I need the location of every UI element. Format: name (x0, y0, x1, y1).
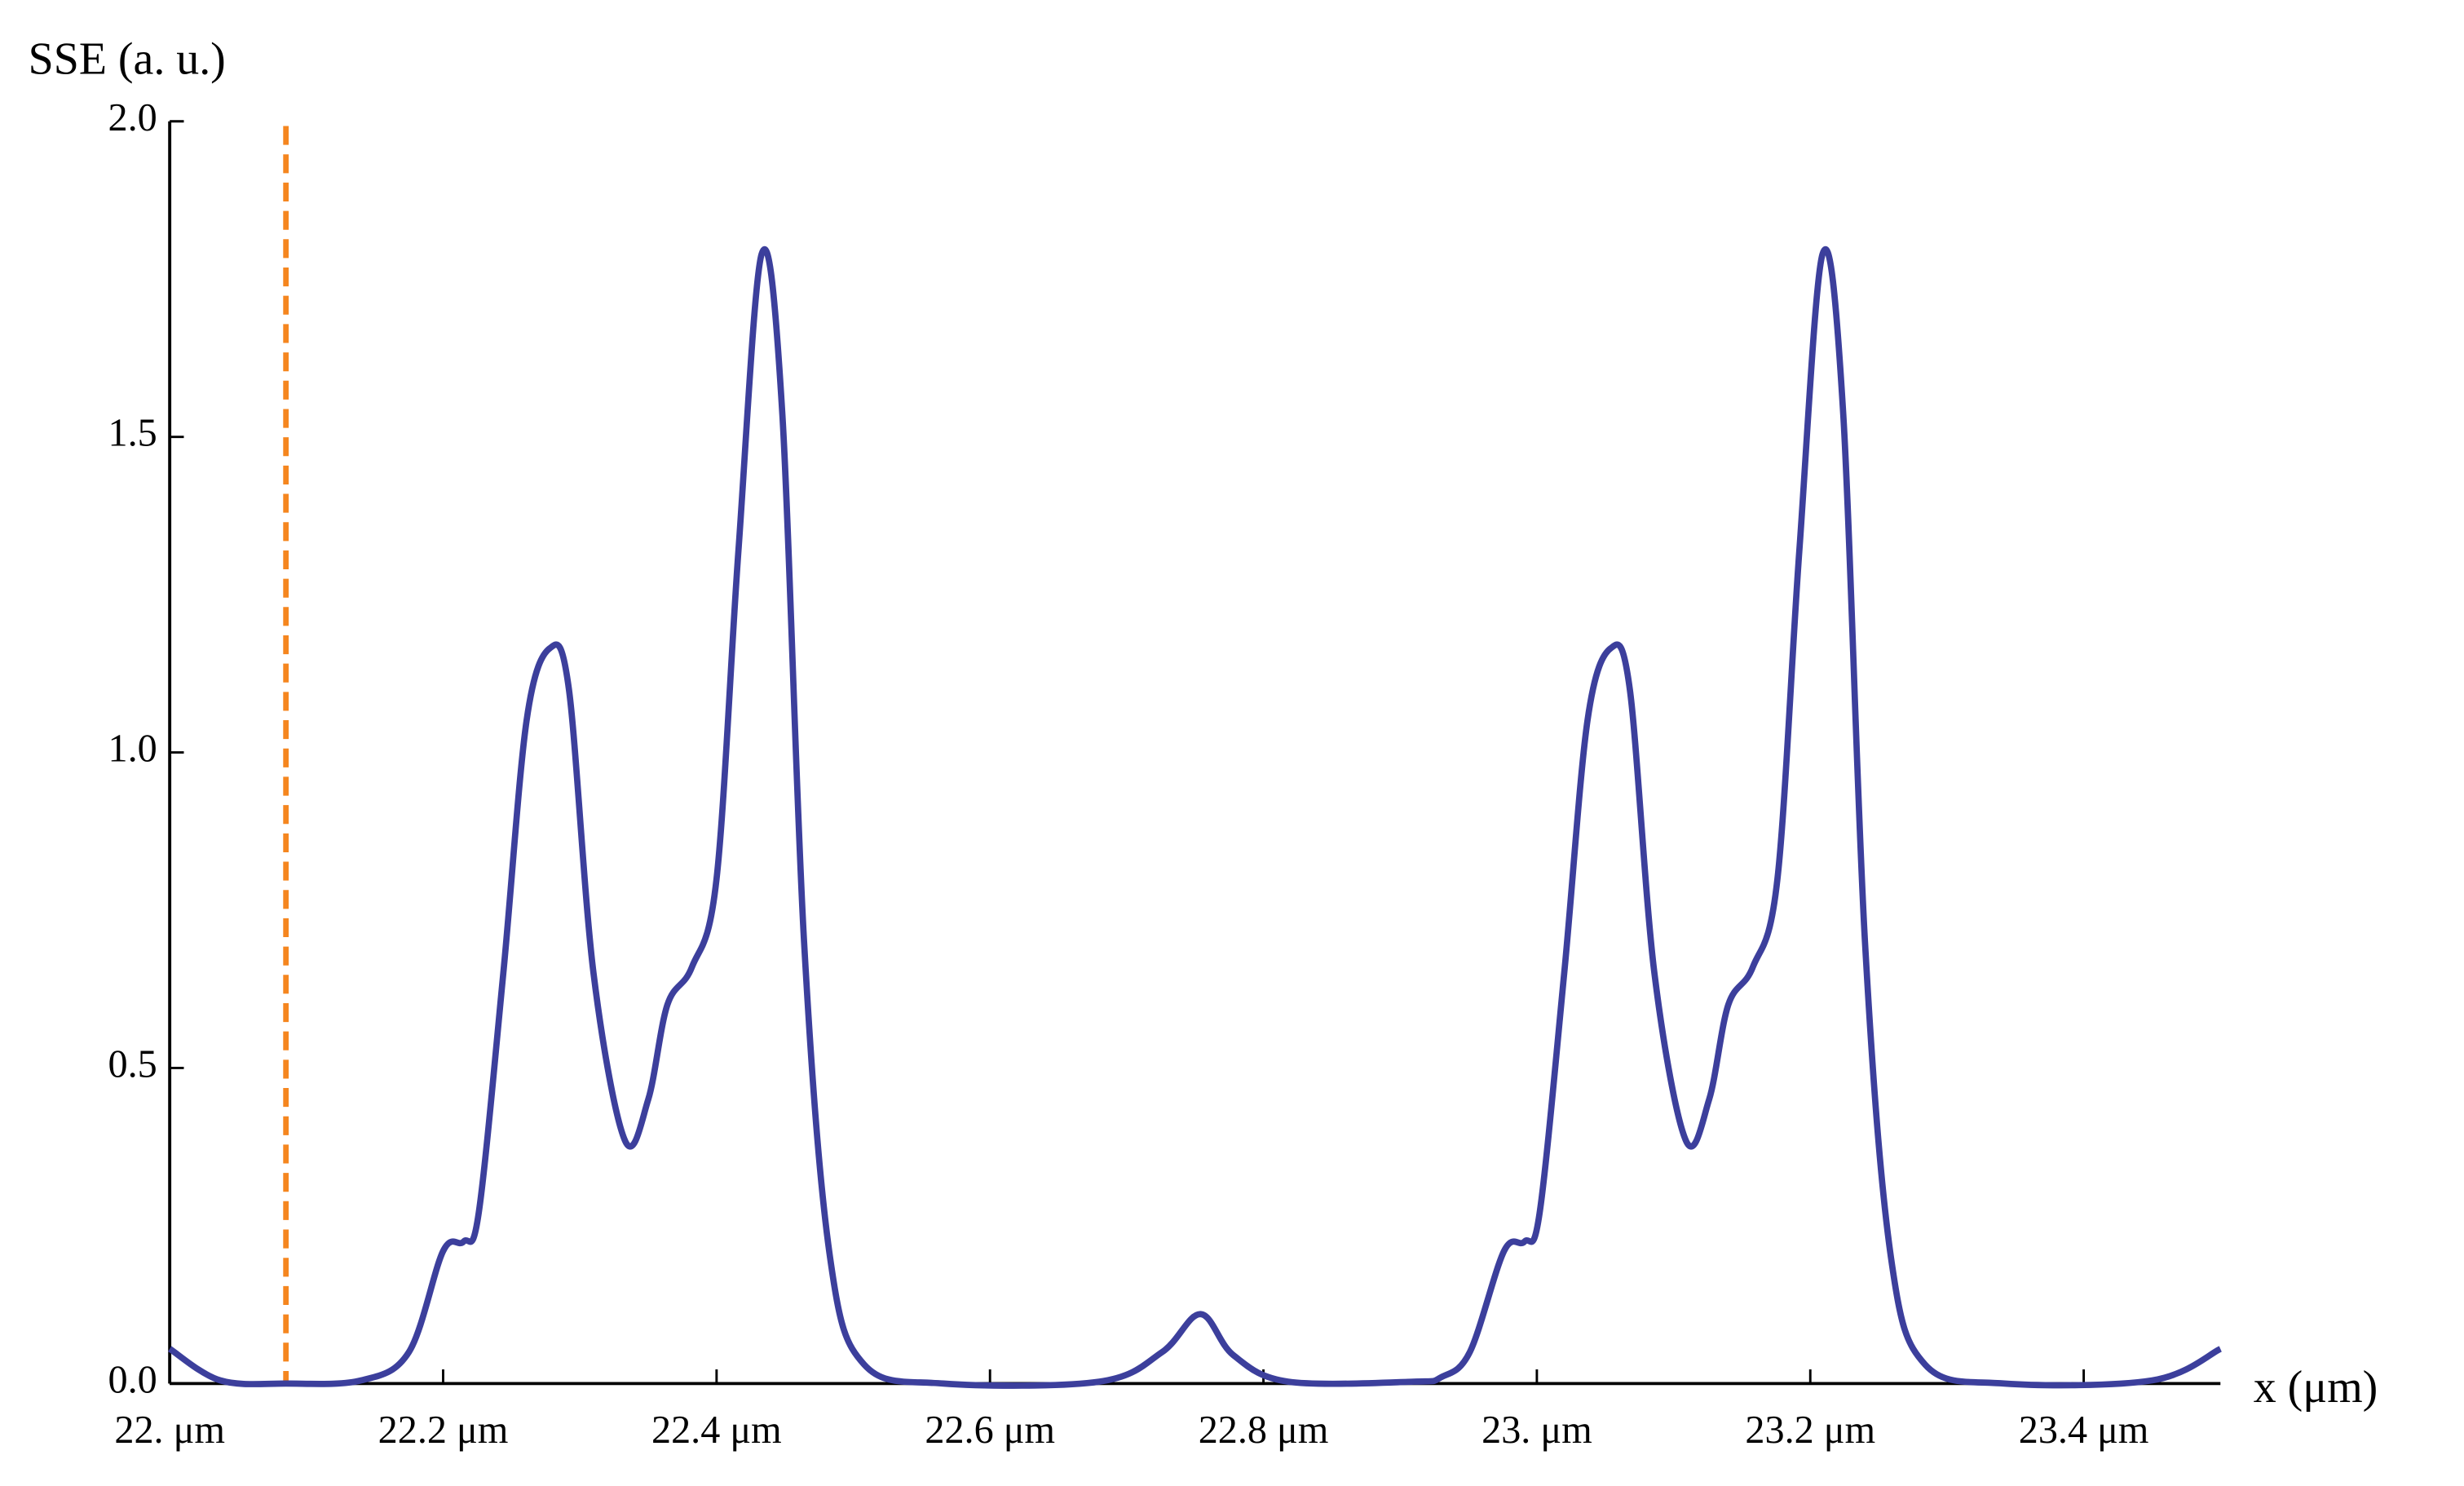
x-tick-label: 22.2 μm (378, 1409, 509, 1452)
y-tick-label: 1.5 (108, 412, 157, 455)
x-tick-label: 23. μm (1481, 1409, 1592, 1452)
data-line (167, 245, 2223, 1389)
x-tick-label: 23.4 μm (2019, 1409, 2149, 1452)
y-tick-label: 0.5 (108, 1043, 157, 1086)
x-tick-label: 22.6 μm (925, 1409, 1055, 1452)
x-tick-label: 23.2 μm (1745, 1409, 1875, 1452)
x-tick-label: 22.8 μm (1199, 1409, 1329, 1452)
x-tick-label: 22.4 μm (651, 1409, 782, 1452)
x-tick-label: 22. μm (114, 1409, 225, 1452)
y-tick-label: 2.0 (108, 96, 157, 139)
y-axis-title: SSE (a. u.) (29, 33, 226, 84)
y-tick-label: 1.0 (108, 728, 157, 771)
y-tick-label: 0.0 (108, 1358, 157, 1401)
x-axis-title: x (μm) (2254, 1362, 2378, 1413)
